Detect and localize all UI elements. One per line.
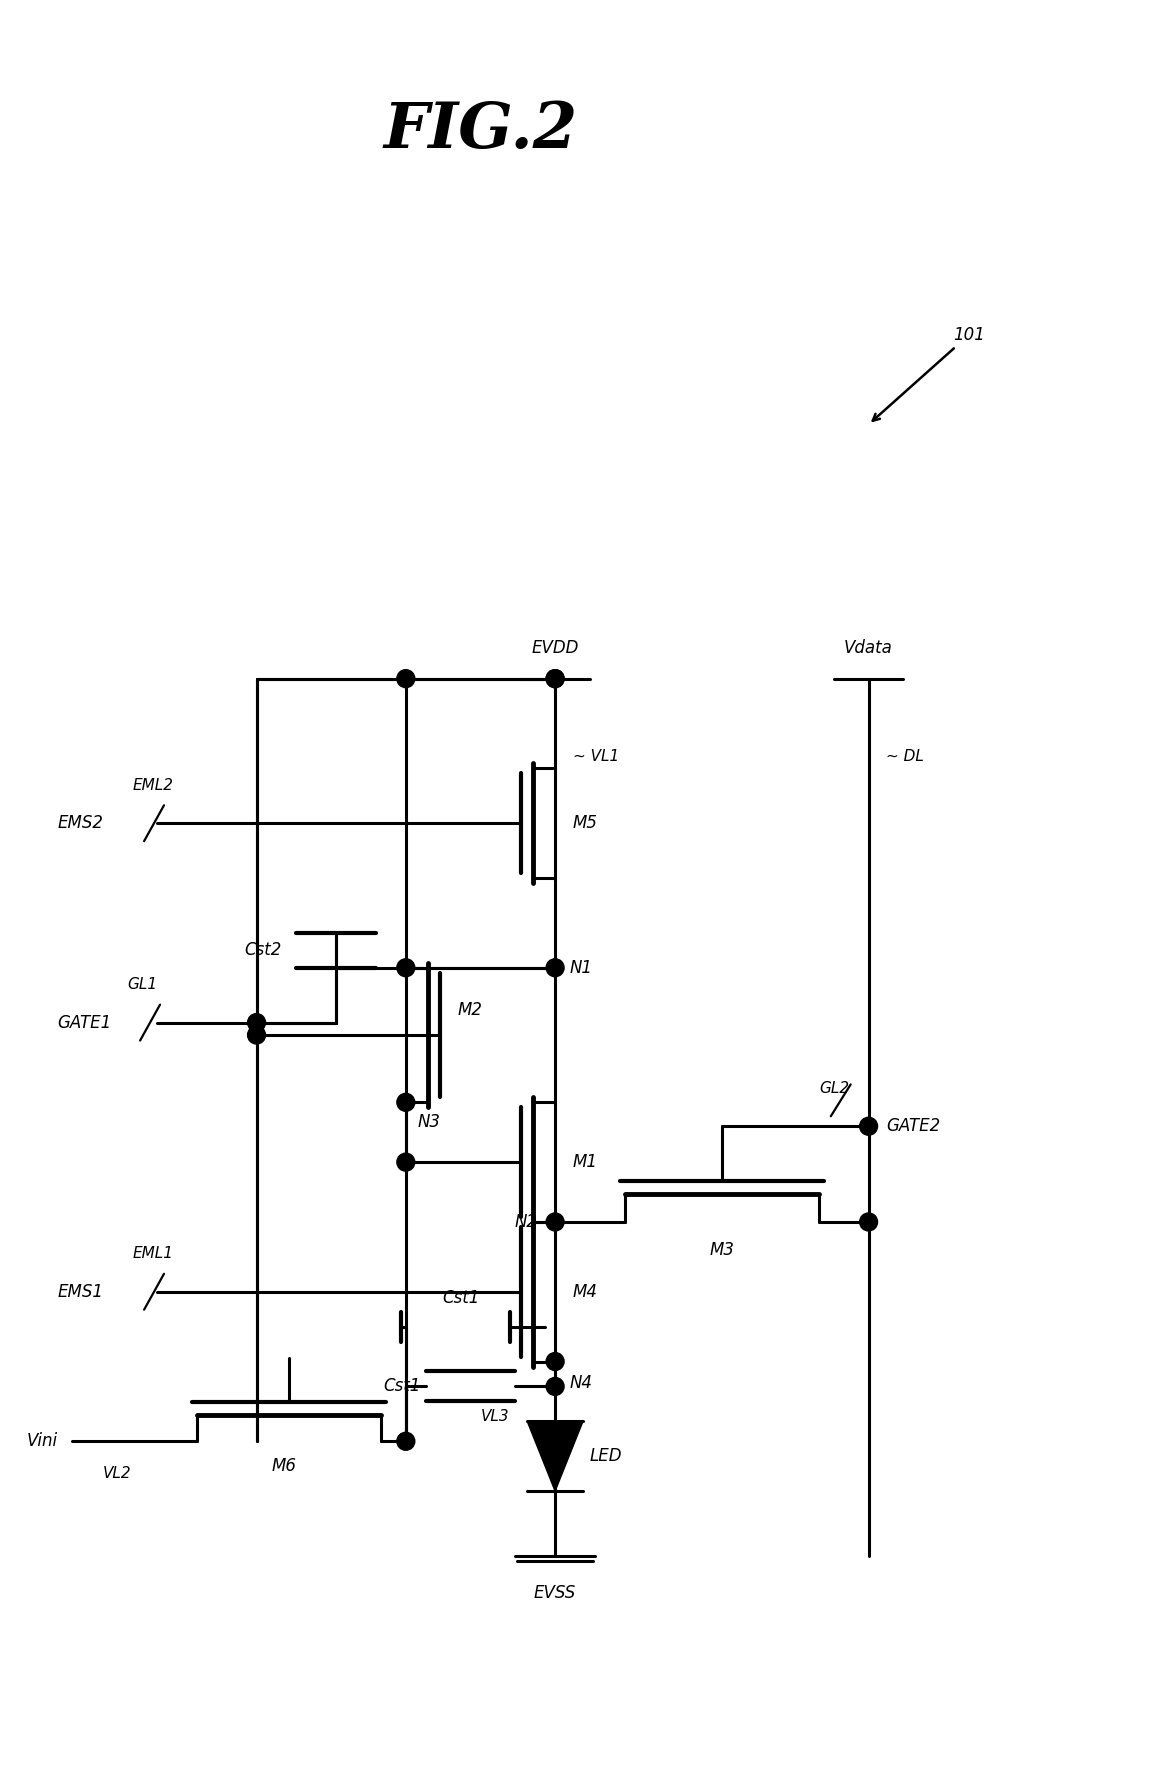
Text: M4: M4 (573, 1282, 598, 1301)
Circle shape (547, 1213, 564, 1230)
Polygon shape (527, 1421, 583, 1492)
Text: GL2: GL2 (819, 1081, 849, 1095)
Text: Vdata: Vdata (844, 638, 894, 656)
Text: M2: M2 (458, 1001, 483, 1019)
Text: N1: N1 (570, 958, 593, 976)
Text: FIG.2: FIG.2 (383, 100, 578, 162)
Text: Cst1: Cst1 (442, 1289, 480, 1307)
Text: M3: M3 (709, 1241, 734, 1259)
Text: Cst2: Cst2 (244, 941, 281, 960)
Text: VL2: VL2 (103, 1465, 131, 1481)
Circle shape (547, 670, 564, 688)
Text: LED: LED (590, 1447, 623, 1465)
Circle shape (397, 670, 415, 688)
Circle shape (547, 1378, 564, 1396)
Text: GATE1: GATE1 (58, 1013, 112, 1031)
Text: EMS2: EMS2 (58, 814, 104, 832)
Text: M5: M5 (573, 814, 598, 832)
Circle shape (397, 1433, 415, 1451)
Circle shape (860, 1213, 877, 1230)
Circle shape (248, 1013, 265, 1031)
Text: EVDD: EVDD (532, 638, 579, 656)
Circle shape (547, 1353, 564, 1371)
Text: 101: 101 (873, 325, 985, 421)
Text: M6: M6 (271, 1458, 296, 1476)
Text: N3: N3 (417, 1113, 440, 1131)
Text: EML1: EML1 (133, 1246, 173, 1261)
Text: Vini: Vini (27, 1433, 58, 1451)
Text: EVSS: EVSS (534, 1584, 576, 1602)
Text: VL3: VL3 (481, 1408, 510, 1424)
Text: GL1: GL1 (127, 978, 157, 992)
Text: ~ DL: ~ DL (887, 749, 925, 765)
Circle shape (547, 958, 564, 976)
Circle shape (860, 1117, 877, 1134)
Circle shape (397, 1154, 415, 1172)
Text: N2: N2 (514, 1213, 537, 1230)
Text: M1: M1 (573, 1154, 598, 1172)
Circle shape (397, 958, 415, 976)
Text: Cst1: Cst1 (384, 1378, 421, 1396)
Text: GATE2: GATE2 (887, 1117, 941, 1136)
Text: EML2: EML2 (133, 777, 173, 793)
Circle shape (547, 670, 564, 688)
Text: EMS1: EMS1 (58, 1282, 104, 1301)
Circle shape (397, 1093, 415, 1111)
Text: ~ VL1: ~ VL1 (573, 749, 619, 765)
Text: N4: N4 (570, 1374, 593, 1392)
Circle shape (248, 1026, 265, 1044)
